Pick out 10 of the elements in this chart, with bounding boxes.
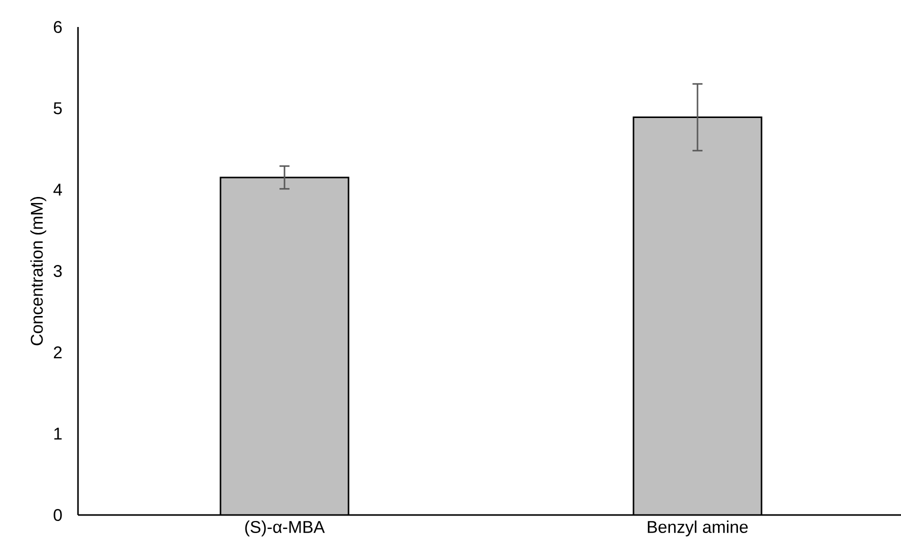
y-tick-label: 6 [54, 20, 62, 34]
y-tick-label: 3 [54, 264, 62, 278]
y-tick-label: 2 [54, 346, 62, 358]
y-axis-title: Concentration (mM) [30, 196, 46, 346]
x-tick-label: (S)-α-MBA [245, 520, 325, 536]
y-tick-label: 1 [54, 428, 62, 440]
y-tick-label: 4 [53, 184, 62, 196]
y-tick-label: 0 [54, 508, 62, 522]
x-tick-label: Benzyl amine [648, 520, 748, 536]
y-tick-label: 5 [54, 102, 62, 114]
